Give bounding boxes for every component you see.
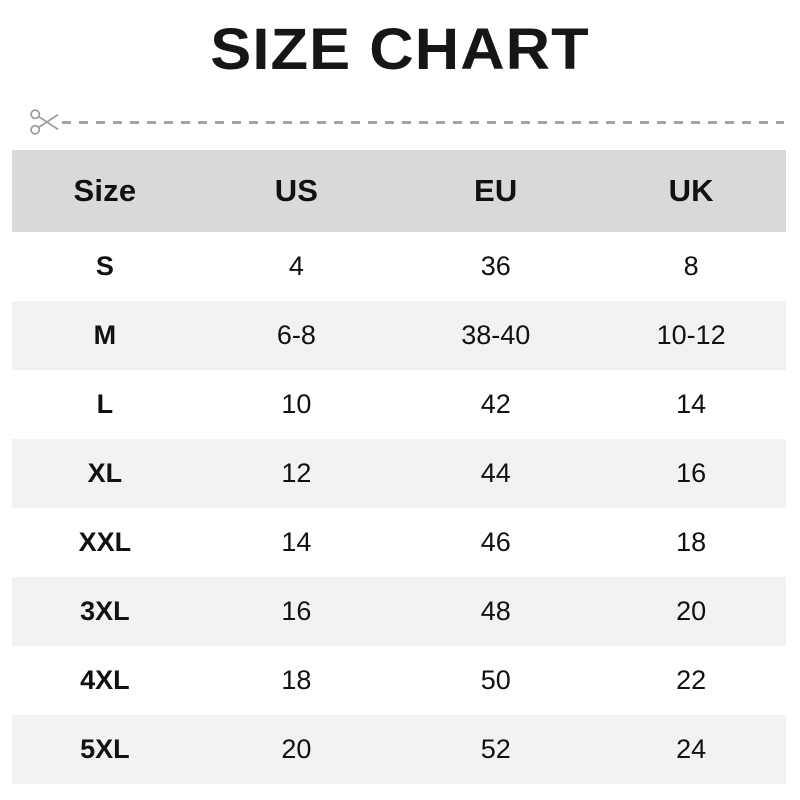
cell-uk: 8 — [596, 232, 786, 301]
dashed-cut-line — [62, 121, 784, 124]
cell-size: L — [12, 370, 198, 439]
cell-size: 4XL — [12, 646, 198, 715]
table-row: 5XL 20 52 24 — [12, 715, 786, 784]
size-chart-table: Size US EU UK S 4 36 8 M 6-8 38-40 10-12… — [12, 150, 786, 784]
column-header-us: US — [197, 150, 396, 232]
cell-eu: 52 — [395, 715, 597, 784]
table-row: XXL 14 46 18 — [12, 508, 786, 577]
table-header: Size US EU UK — [12, 150, 786, 232]
cell-us: 6-8 — [197, 301, 396, 370]
page-title-container: SIZE CHART — [0, 0, 800, 100]
column-header-uk: UK — [596, 150, 786, 232]
table-row: 3XL 16 48 20 — [12, 577, 786, 646]
cell-uk: 18 — [596, 508, 786, 577]
cell-eu: 50 — [395, 646, 597, 715]
cell-us: 4 — [197, 232, 396, 301]
cell-eu: 46 — [395, 508, 597, 577]
cell-uk: 10-12 — [596, 301, 786, 370]
cell-eu: 44 — [395, 439, 597, 508]
table-body: S 4 36 8 M 6-8 38-40 10-12 L 10 42 14 XL… — [12, 232, 786, 784]
column-header-size: Size — [12, 150, 198, 232]
page-title: SIZE CHART — [210, 17, 590, 82]
cell-eu: 36 — [395, 232, 597, 301]
cell-eu: 48 — [395, 577, 597, 646]
table-row: S 4 36 8 — [12, 232, 786, 301]
cell-us: 12 — [197, 439, 396, 508]
table-header-row: Size US EU UK — [12, 150, 786, 232]
cut-line — [12, 104, 788, 140]
cell-uk: 14 — [596, 370, 786, 439]
cell-eu: 42 — [395, 370, 597, 439]
cell-us: 10 — [197, 370, 396, 439]
cell-uk: 22 — [596, 646, 786, 715]
table-row: 4XL 18 50 22 — [12, 646, 786, 715]
cell-size: XXL — [12, 508, 198, 577]
table-row: XL 12 44 16 — [12, 439, 786, 508]
cell-us: 20 — [197, 715, 396, 784]
cell-uk: 24 — [596, 715, 786, 784]
cell-uk: 20 — [596, 577, 786, 646]
cell-size: M — [12, 301, 198, 370]
cell-size: XL — [12, 439, 198, 508]
column-header-eu: EU — [395, 150, 597, 232]
scissors-icon — [30, 109, 59, 135]
cell-us: 14 — [197, 508, 396, 577]
cell-size: S — [12, 232, 198, 301]
cell-us: 18 — [197, 646, 396, 715]
cell-size: 3XL — [12, 577, 198, 646]
cell-size: 5XL — [12, 715, 198, 784]
table-row: L 10 42 14 — [12, 370, 786, 439]
cell-us: 16 — [197, 577, 396, 646]
cell-eu: 38-40 — [395, 301, 597, 370]
table-row: M 6-8 38-40 10-12 — [12, 301, 786, 370]
cell-uk: 16 — [596, 439, 786, 508]
